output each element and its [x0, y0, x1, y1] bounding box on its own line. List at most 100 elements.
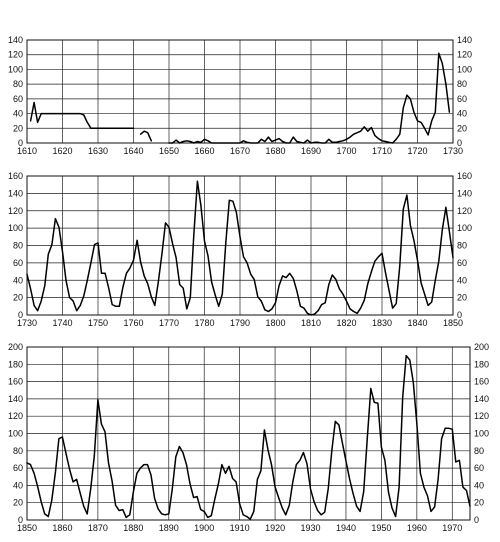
x-tick-label: 1940	[336, 523, 356, 533]
sunspot-series-line	[139, 130, 153, 142]
x-tick-label: 1700	[336, 146, 356, 156]
y-tick-label-left: 0	[18, 310, 23, 320]
y-tick-label-right: 160	[457, 171, 472, 181]
y-tick-label-right: 120	[457, 50, 472, 60]
y-tick-label-left: 20	[13, 498, 23, 508]
y-tick-label-left: 140	[8, 394, 23, 404]
x-tick-label: 1800	[265, 318, 285, 328]
y-tick-label-left: 140	[8, 188, 23, 198]
y-tick-label-left: 0	[18, 138, 23, 148]
x-tick-label: 1670	[230, 146, 250, 156]
y-tick-label-right: 60	[474, 463, 484, 473]
x-tick-label: 1760	[123, 318, 143, 328]
plot-frame	[26, 346, 471, 521]
y-tick-label-right: 20	[457, 123, 467, 133]
sunspot-series-line	[168, 52, 451, 144]
y-tick-label-left: 100	[8, 64, 23, 74]
chart-panel-2: 1730 1740 1750 1760 1770 1780 1790 1800 1810 1820…	[8, 171, 472, 328]
y-tick-label-left: 60	[13, 463, 23, 473]
x-tick-label: 1840	[407, 318, 427, 328]
y-tick-label-right: 80	[474, 446, 484, 456]
x-tick-label: 1950	[371, 523, 391, 533]
y-tick-label-right: 200	[474, 342, 489, 352]
x-tick-label: 1710	[372, 146, 392, 156]
y-tick-label-left: 40	[13, 109, 23, 119]
y-tick-label-right: 120	[457, 206, 472, 216]
y-tick-label-right: 140	[457, 188, 472, 198]
y-tick-label-left: 160	[8, 377, 23, 387]
y-tick-label-left: 20	[13, 293, 23, 303]
y-tick-label-left: 120	[8, 206, 23, 216]
x-tick-label: 1830	[372, 318, 392, 328]
x-tick-label: 1730	[443, 146, 463, 156]
x-tick-label: 1640	[123, 146, 143, 156]
y-tick-label-left: 40	[13, 480, 23, 490]
x-tick-label: 1690	[301, 146, 321, 156]
x-tick-label: 1810	[301, 318, 321, 328]
x-tick-label: 1880	[123, 523, 143, 533]
y-tick-label-left: 200	[8, 342, 23, 352]
x-tick-label: 1850	[443, 318, 463, 328]
x-tick-label: 1720	[407, 146, 427, 156]
y-tick-label-right: 40	[457, 275, 467, 285]
y-tick-label-right: 40	[474, 480, 484, 490]
chart-panel-3: 1850 1860 1870 1880 1890 1900 1910 1920 1930 1940…	[8, 342, 489, 533]
chart-panel-1: 1610 1620 1630 1640 1650 1660 1670 1680 1690 1700…	[8, 35, 472, 156]
sunspot-series-line	[29, 101, 92, 130]
y-tick-label-right: 100	[457, 64, 472, 74]
x-tick-label: 1730	[17, 318, 37, 328]
sunspot-series-line	[26, 180, 454, 316]
y-tick-label-right: 140	[474, 394, 489, 404]
y-tick-label-left: 80	[13, 241, 23, 251]
x-tick-label: 1660	[194, 146, 214, 156]
x-tick-label: 1630	[88, 146, 108, 156]
y-tick-label-right: 100	[457, 223, 472, 233]
y-tick-label-right: 60	[457, 94, 467, 104]
plot-frame	[26, 175, 454, 316]
y-tick-label-right: 100	[474, 429, 489, 439]
x-tick-label: 1770	[159, 318, 179, 328]
y-tick-label-right: 20	[457, 293, 467, 303]
x-tick-label: 1750	[88, 318, 108, 328]
x-tick-label: 1620	[52, 146, 72, 156]
x-tick-label: 1860	[52, 523, 72, 533]
y-tick-label-left: 60	[13, 94, 23, 104]
y-tick-label-left: 140	[8, 35, 23, 45]
x-tick-label: 1910	[230, 523, 250, 533]
x-tick-label: 1970	[442, 523, 462, 533]
y-tick-label-right: 0	[457, 310, 462, 320]
x-tick-label: 1930	[301, 523, 321, 533]
y-tick-label-right: 0	[474, 515, 479, 525]
y-tick-label-right: 180	[474, 359, 489, 369]
y-tick-label-right: 80	[457, 79, 467, 89]
x-tick-label: 1780	[194, 318, 214, 328]
y-tick-label-right: 120	[474, 411, 489, 421]
y-tick-label-left: 40	[13, 275, 23, 285]
y-tick-label-right: 160	[474, 377, 489, 387]
y-tick-label-left: 160	[8, 171, 23, 181]
y-tick-label-left: 120	[8, 50, 23, 60]
x-tick-label: 1900	[194, 523, 214, 533]
x-tick-label: 1920	[265, 523, 285, 533]
x-tick-label: 1740	[52, 318, 72, 328]
y-tick-label-left: 100	[8, 429, 23, 439]
y-tick-label-right: 140	[457, 35, 472, 45]
x-tick-label: 1680	[265, 146, 285, 156]
y-tick-label-left: 100	[8, 223, 23, 233]
y-tick-label-left: 120	[8, 411, 23, 421]
x-tick-label: 1790	[230, 318, 250, 328]
y-tick-label-right: 60	[457, 258, 467, 268]
y-tick-label-right: 80	[457, 241, 467, 251]
x-tick-label: 1820	[336, 318, 356, 328]
y-tick-label-left: 20	[13, 123, 23, 133]
x-tick-label: 1850	[17, 523, 37, 533]
sunspot-series-line	[26, 354, 471, 520]
x-tick-label: 1610	[17, 146, 37, 156]
y-tick-label-left: 80	[13, 446, 23, 456]
x-tick-label: 1960	[407, 523, 427, 533]
y-tick-label-left: 0	[18, 515, 23, 525]
y-tick-label-right: 0	[457, 138, 462, 148]
y-tick-label-left: 180	[8, 359, 23, 369]
y-tick-label-left: 60	[13, 258, 23, 268]
